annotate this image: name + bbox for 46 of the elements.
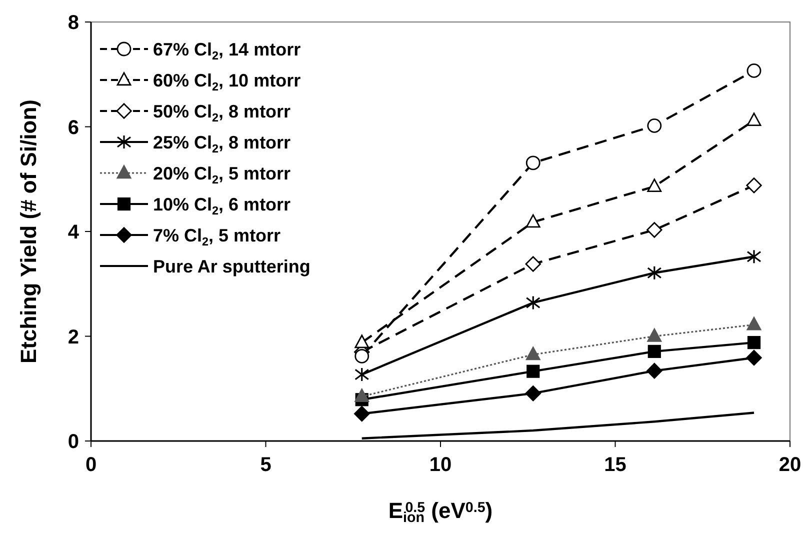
point <box>746 178 762 194</box>
y-tick-label: 6 <box>68 116 79 139</box>
point <box>646 222 662 238</box>
point <box>354 388 370 402</box>
point <box>647 118 662 133</box>
legend-label: 60% Cl$_{2}$, 10 mtorr <box>153 70 301 93</box>
legend-label: 25% Cl$_{2}$, 8 mtorr <box>153 132 291 155</box>
point <box>526 364 540 378</box>
legend-label: Pure Ar sputtering <box>153 256 310 276</box>
x-tick-label: 5 <box>260 454 272 476</box>
point <box>354 367 370 382</box>
x-tick-label: 0 <box>85 454 97 476</box>
y-tick-label: 8 <box>68 12 79 34</box>
point <box>526 295 540 310</box>
x-axis-title: E$_{ion}$$^{0.5}$ (eV$^{0.5}$) <box>388 498 493 526</box>
point <box>648 344 661 358</box>
y-tick-label: 2 <box>68 326 79 348</box>
y-tick-label: 0 <box>68 431 79 453</box>
point <box>354 348 370 364</box>
y-tick-label: 4 <box>68 222 80 244</box>
point <box>647 266 662 280</box>
point <box>647 328 662 342</box>
point <box>646 362 662 379</box>
point <box>746 350 762 366</box>
point <box>525 385 541 402</box>
point <box>354 334 370 348</box>
point <box>526 214 540 228</box>
legend-label: 10% Cl$_{2}$, 6 mtorr <box>153 194 291 217</box>
point <box>746 112 762 126</box>
point <box>747 336 761 350</box>
x-tick-label: 20 <box>778 454 802 476</box>
point <box>647 178 662 192</box>
legend-label: 67% Cl$_{2}$, 14 mtorr <box>153 39 301 62</box>
legend-label: 7% Cl$_{2}$, 5 mtorr <box>153 225 281 248</box>
legend-label: 50% Cl$_{2}$, 8 mtorr <box>153 101 291 124</box>
point <box>746 316 762 330</box>
point <box>354 406 370 422</box>
point <box>746 64 762 78</box>
point <box>746 249 762 264</box>
x-tick-label: 10 <box>429 454 452 476</box>
point <box>526 156 540 170</box>
point <box>526 346 540 360</box>
legend-label: 20% Cl$_{2}$, 5 mtorr <box>153 163 291 186</box>
x-tick-label: 15 <box>604 454 626 476</box>
y-axis-title: Etching Yield (# of Si/ion) <box>16 99 41 364</box>
point <box>525 256 541 272</box>
